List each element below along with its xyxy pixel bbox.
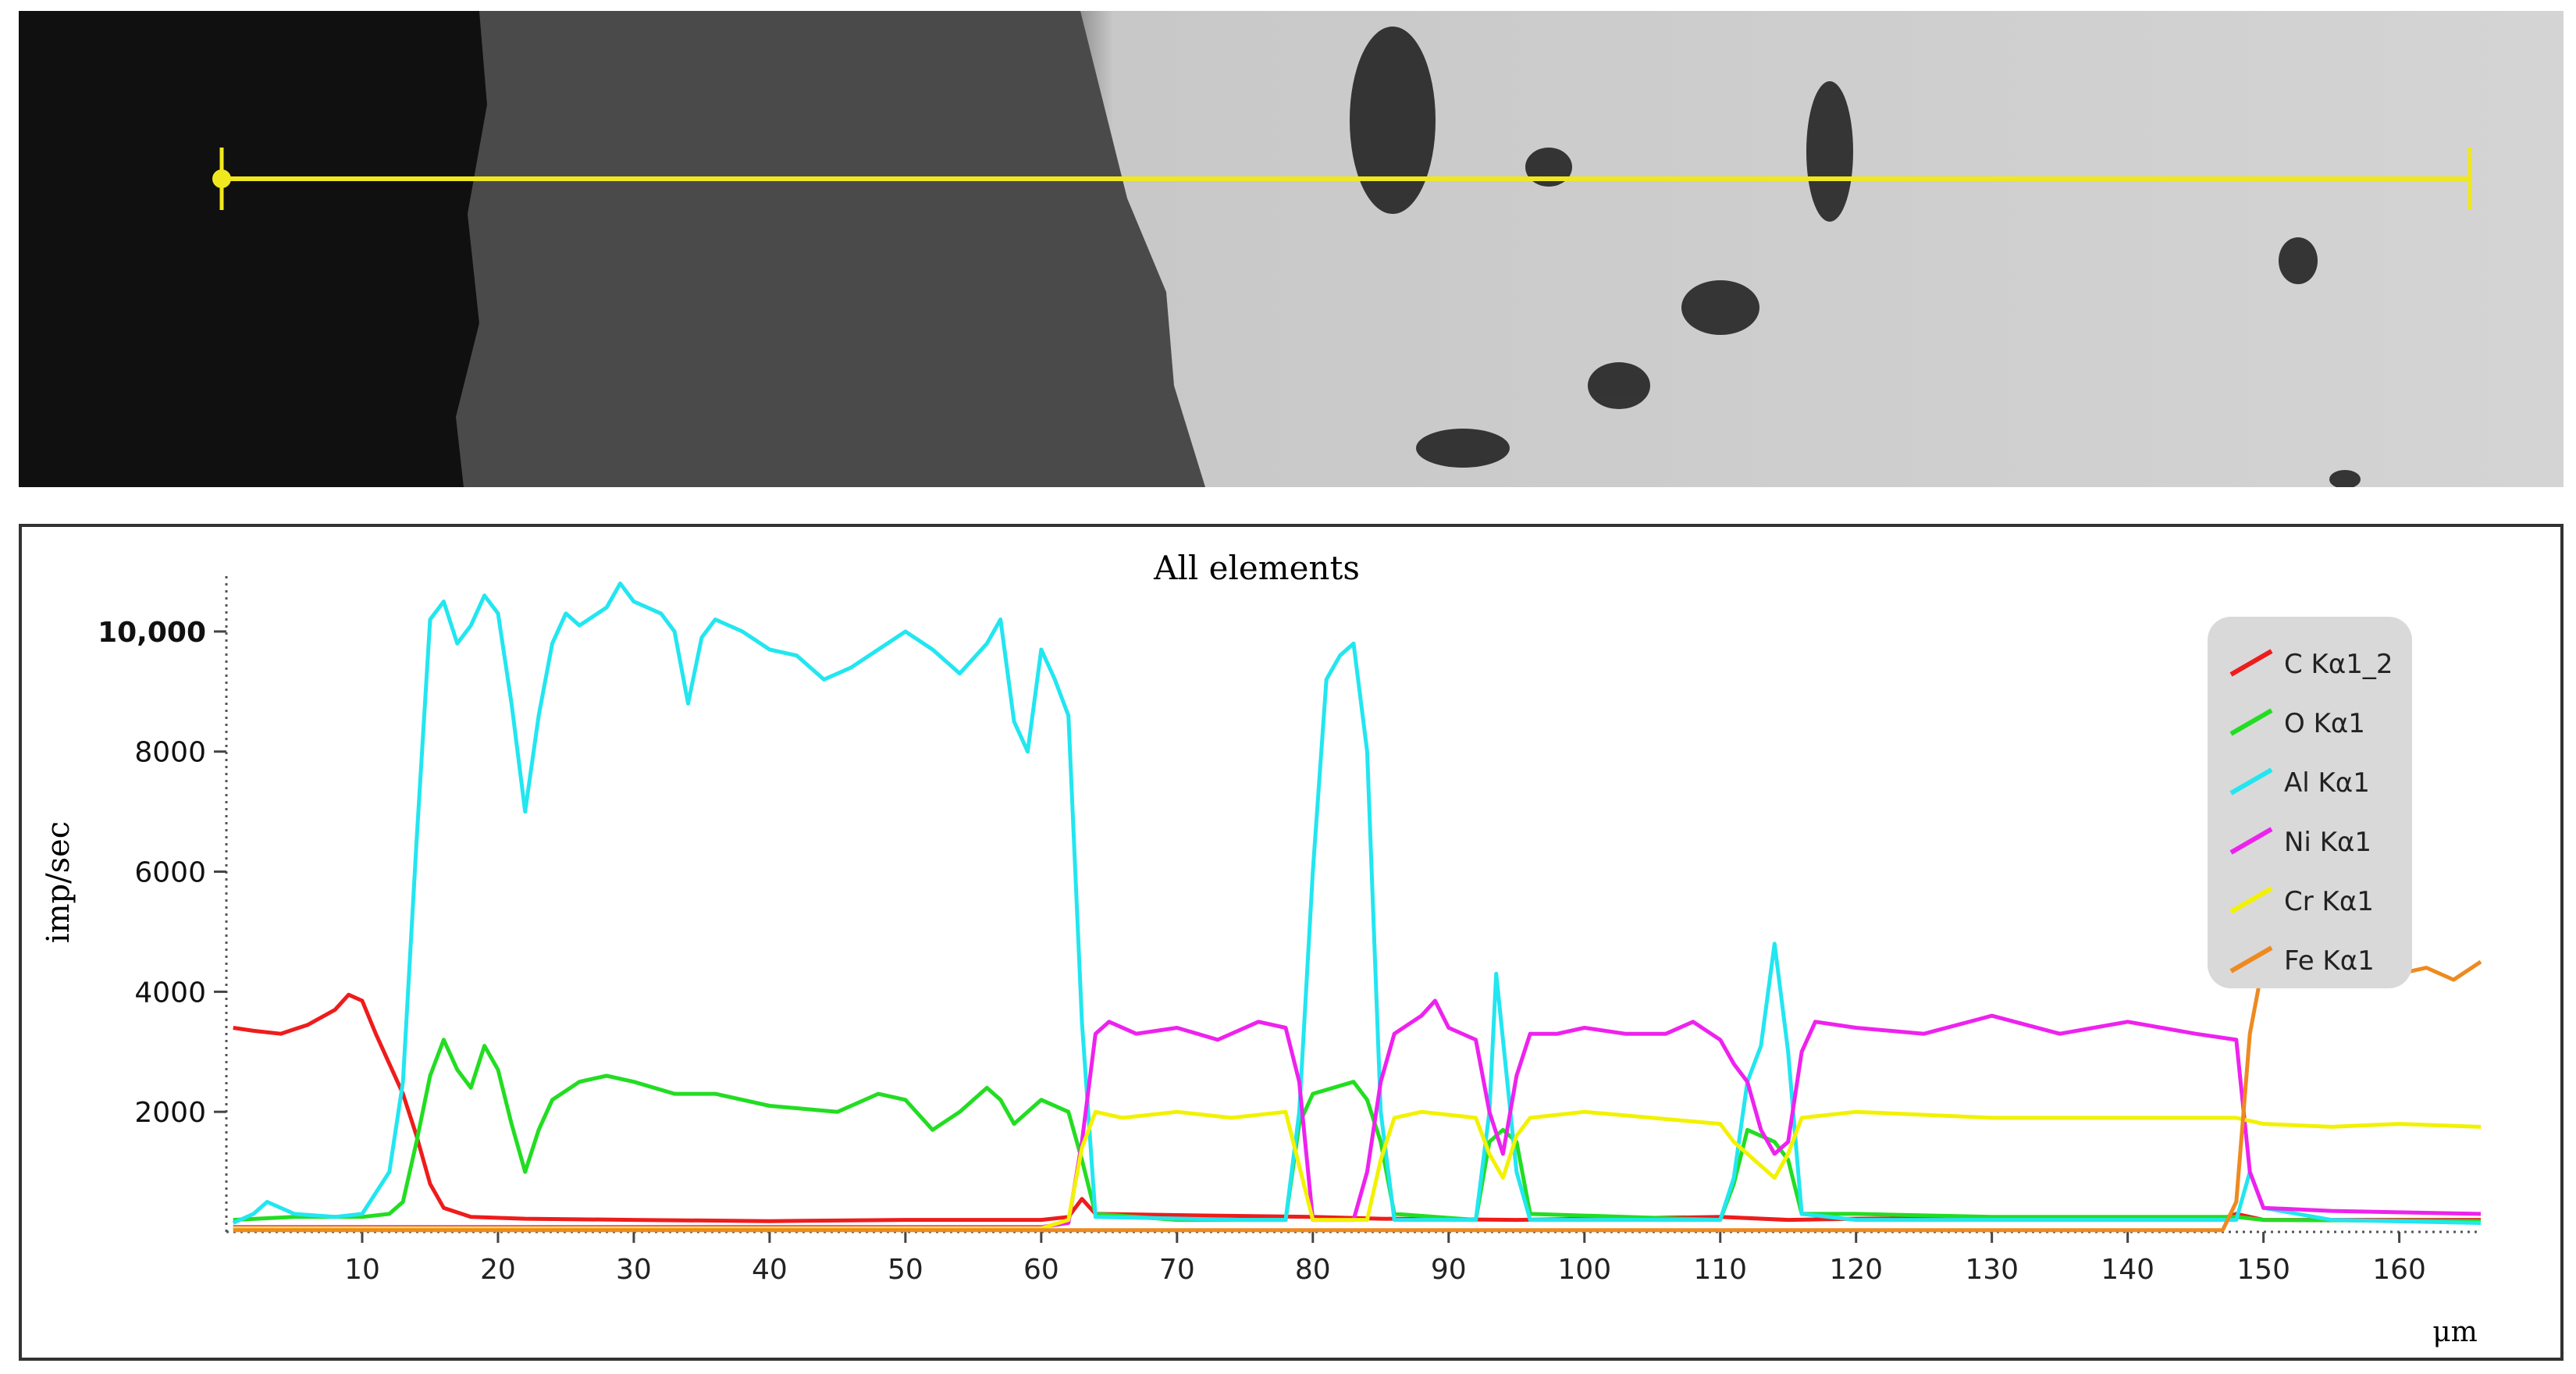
x-tick-label: 130 — [1965, 1254, 2019, 1286]
x-tick-label: 20 — [480, 1254, 516, 1286]
x-tick-label: 140 — [2101, 1254, 2154, 1286]
x-tick-label: 80 — [1295, 1254, 1331, 1286]
x-tick-label: 120 — [1829, 1254, 1883, 1286]
y-tick-label: 8000 — [134, 737, 206, 769]
x-tick-label: 10 — [344, 1254, 380, 1286]
x-tick-label: 90 — [1431, 1254, 1467, 1286]
legend-swatch-c — [2229, 649, 2273, 677]
legend: C Kα1_2 O Kα1 Al Kα1 Ni Kα1 Cr Kα1 Fe Kα1 — [2208, 617, 2412, 988]
y-tick-label: 4000 — [134, 977, 206, 1009]
pores — [1350, 27, 2361, 487]
series-line-o — [233, 1038, 2482, 1223]
legend-swatch-ni — [2229, 827, 2273, 855]
legend-label-cr: Cr Kα1 — [2284, 886, 2374, 917]
x-tick-label: 100 — [1557, 1254, 1611, 1286]
legend-label-ni: Ni Kα1 — [2284, 827, 2371, 858]
legend-swatch-cr — [2229, 886, 2273, 914]
y-axis-label: imp/sec — [41, 821, 76, 943]
x-tick-label: 110 — [1693, 1254, 1747, 1286]
x-tick-label: 150 — [2236, 1254, 2290, 1286]
x-tick-label: 70 — [1159, 1254, 1195, 1286]
y-tick-label: 10,000 — [98, 617, 206, 649]
y-tick-label: 2000 — [134, 1097, 206, 1129]
legend-label-o: O Kα1 — [2284, 708, 2365, 739]
legend-label-fe: Fe Kα1 — [2284, 945, 2375, 977]
legend-label-al: Al Kα1 — [2284, 767, 2370, 799]
legend-label-c: C Kα1_2 — [2284, 649, 2393, 680]
legend-swatch-al — [2229, 767, 2273, 796]
series-lines — [232, 581, 2482, 1233]
legend-swatch-o — [2229, 708, 2273, 736]
series-line-ni — [233, 998, 2482, 1230]
series-line-cr — [233, 1109, 2482, 1230]
x-tick-label: 40 — [752, 1254, 788, 1286]
x-tick-label: 50 — [888, 1254, 923, 1286]
axes: 10 20 30 40 50 60 70 80 90 100 110 120 130 140 150 160 2… — [98, 571, 2481, 1286]
plot-frame — [19, 524, 2564, 1361]
chart-title: All elements — [1153, 549, 1360, 587]
sem-micrograph — [19, 11, 2564, 487]
series-line-c — [233, 992, 2481, 1223]
alumina-coating-region — [456, 11, 1205, 487]
x-axis-unit-label: μm — [2432, 1316, 2478, 1348]
legend-swatch-fe — [2229, 945, 2273, 974]
series-line-al — [232, 581, 2482, 1225]
y-tick-label: 6000 — [134, 857, 206, 889]
x-tick-label: 30 — [616, 1254, 652, 1286]
series-line-fe — [233, 959, 2482, 1233]
x-tick-label: 60 — [1023, 1254, 1059, 1286]
x-tick-label: 160 — [2372, 1254, 2426, 1286]
epoxy-region — [19, 11, 487, 487]
